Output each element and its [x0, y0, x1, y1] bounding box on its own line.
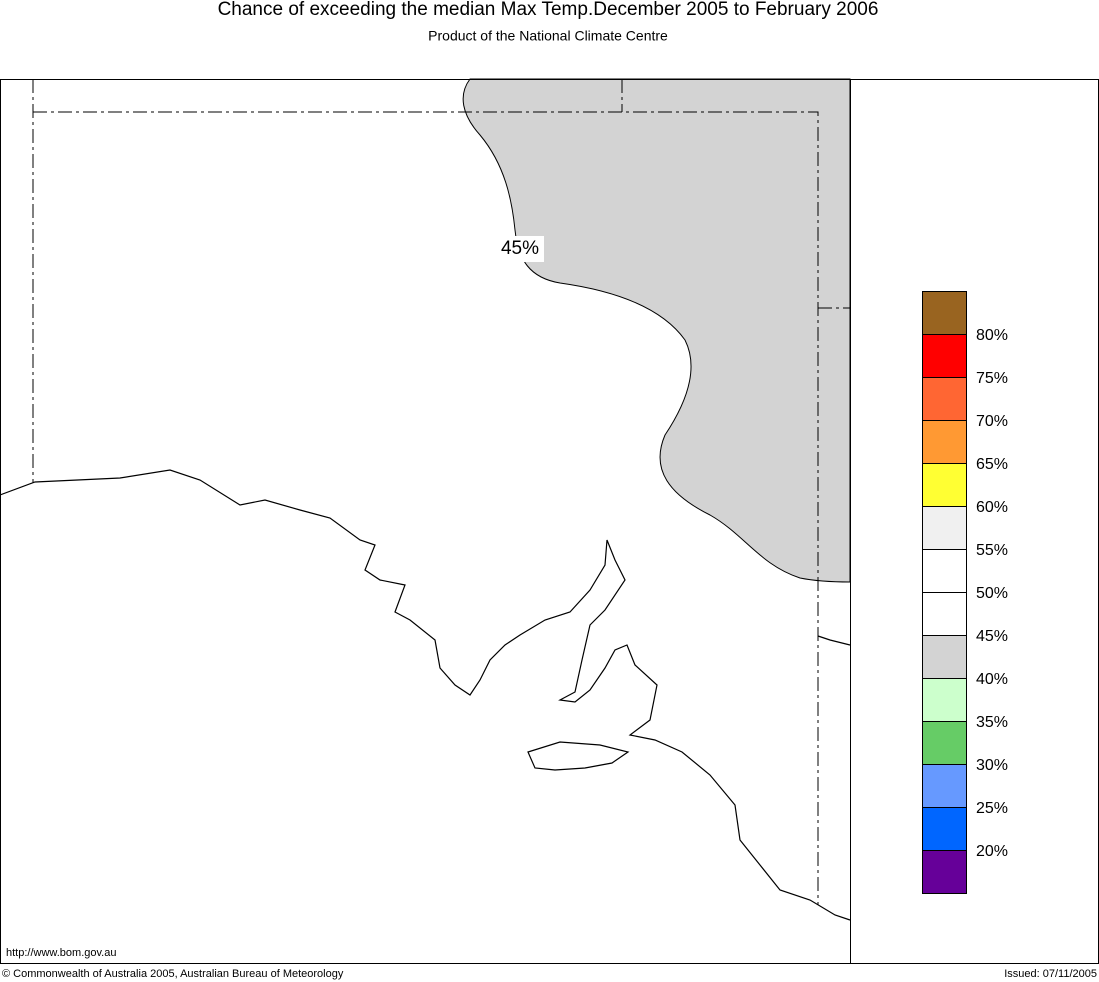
legend-label: 60%: [976, 499, 1008, 516]
legend-label: 50%: [976, 585, 1008, 602]
copyright: © Commonwealth of Australia 2005, Austra…: [2, 968, 344, 980]
legend-label: 45%: [976, 628, 1008, 645]
legend-swatch: [922, 506, 967, 550]
legend-swatch: [922, 807, 967, 851]
legend-label: 25%: [976, 800, 1008, 817]
legend-label: 75%: [976, 370, 1008, 387]
map: 45%: [0, 78, 851, 921]
legend-swatch: [922, 592, 967, 636]
legend-swatch: [922, 377, 967, 421]
legend-swatch: [922, 549, 967, 593]
legend-label: 65%: [976, 456, 1008, 473]
legend-label: 35%: [976, 714, 1008, 731]
island: [527, 741, 630, 771]
contour-label: 45%: [501, 238, 539, 259]
legend-label: 80%: [976, 327, 1008, 344]
legend-swatch: [922, 635, 967, 679]
legend-swatch: [922, 850, 967, 894]
legend-swatch: [922, 678, 967, 722]
shaded-region: [462, 78, 851, 583]
state-border: [32, 79, 850, 905]
legend-swatch: [922, 420, 967, 464]
issued: Issued: 07/11/2005: [1004, 968, 1097, 980]
coastline: [0, 469, 851, 921]
legend-swatch: [922, 721, 967, 765]
subtitle: Product of the National Climate Centre: [428, 28, 668, 44]
legend-label: 55%: [976, 542, 1008, 559]
legend-label: 70%: [976, 413, 1008, 430]
legend: 80% 75% 70% 65% 60% 55% 50% 45% 40% 35% 30% 25% 20%: [922, 291, 1008, 894]
legend-label: 20%: [976, 843, 1008, 860]
legend-swatch: [922, 764, 967, 808]
legend-swatch: [922, 334, 967, 378]
coastline-fragment: [817, 635, 851, 646]
title: Chance of exceeding the median Max Temp.…: [218, 0, 879, 20]
label-box: [496, 236, 544, 262]
legend-label: 30%: [976, 757, 1008, 774]
url: http://www.bom.gov.au: [6, 947, 116, 959]
legend-label: 40%: [976, 671, 1008, 688]
legend-swatch: [922, 291, 967, 335]
legend-swatch: [922, 463, 967, 507]
